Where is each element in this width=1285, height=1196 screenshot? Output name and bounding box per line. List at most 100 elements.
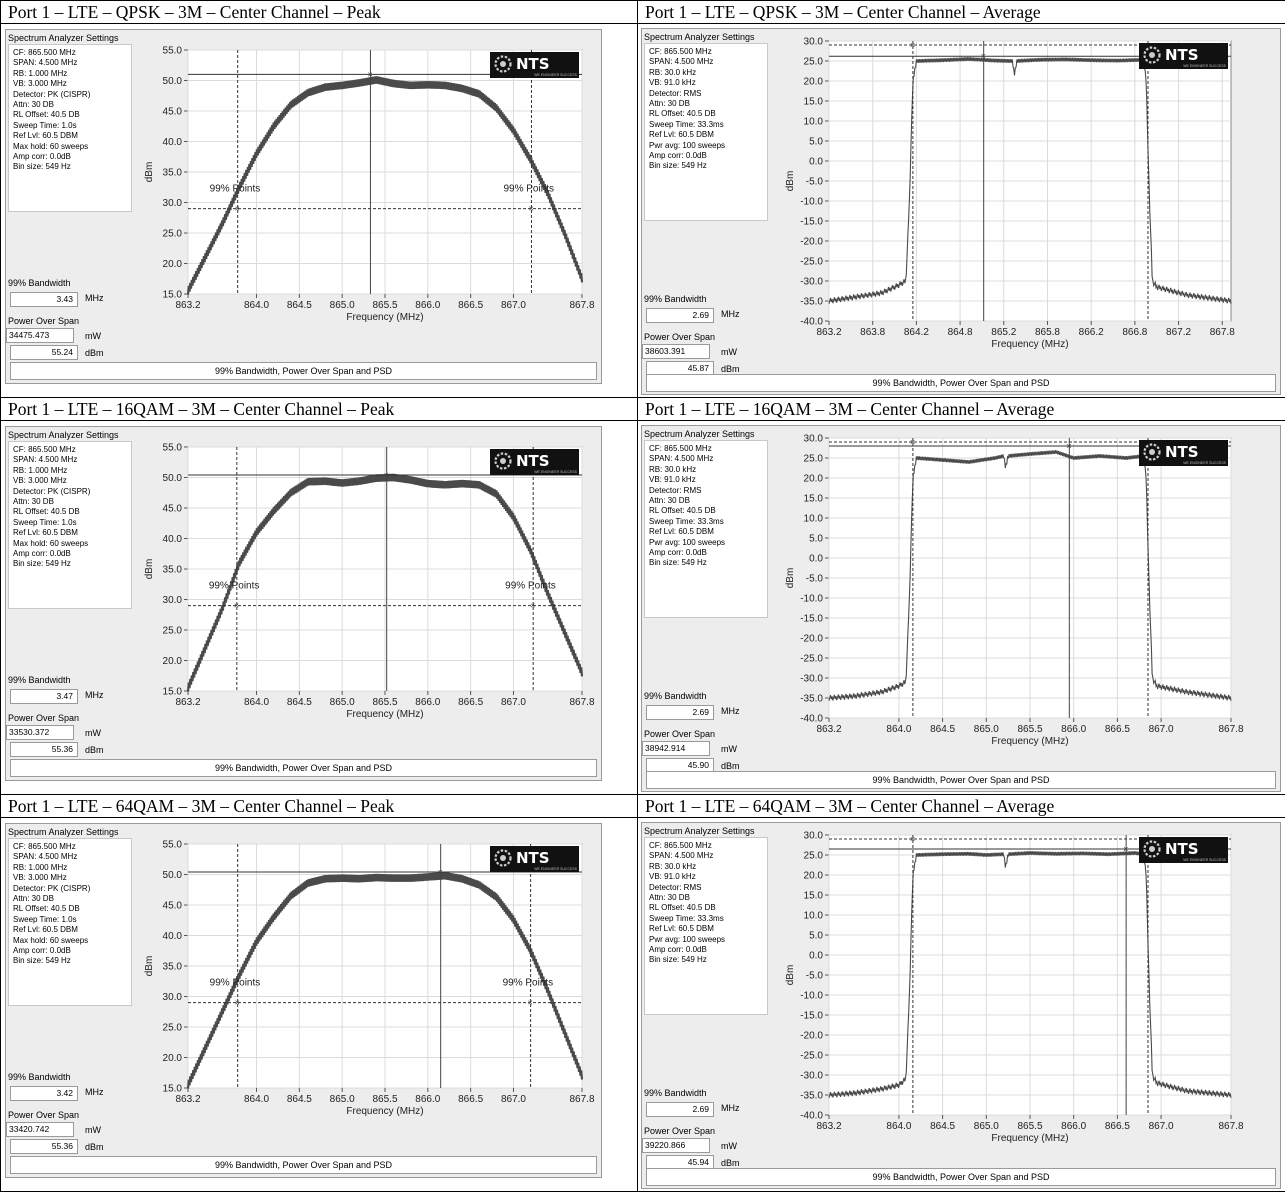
settings-line: VB: 91.0 kHz <box>649 475 696 485</box>
settings-line: Attn: 30 DB <box>649 496 690 506</box>
settings-line: Bin size: 549 Hz <box>13 162 71 172</box>
spectrum-trace <box>828 851 1232 1098</box>
settings-line: Sweep Time: 33.3ms <box>649 516 724 526</box>
x-tick-label: 866.0 <box>1061 1121 1086 1132</box>
power-mw-unit: mW <box>85 728 101 738</box>
panel-title: Port 1 – LTE – QPSK – 3M – Center Channe… <box>0 0 638 24</box>
settings-line: SPAN: 4.500 MHz <box>649 454 714 464</box>
panel-cell: Spectrum Analyzer Settings CF: 865.500 MH… <box>0 23 638 398</box>
x-tick-label: 866.5 <box>1105 1121 1130 1132</box>
settings-line: RL Offset: 40.5 DB <box>649 903 716 913</box>
spectrum-chart: -40.0 -35.0 -30.0 -25.0 -20.0 -15.0 -10.0 -5.0 0… <box>785 831 1244 1145</box>
settings-line: Attn: 30 DB <box>649 893 690 903</box>
settings-list: CF: 865.500 MHz SPAN: 4.500 MHz RB: 30.0 k… <box>644 440 768 618</box>
y-tick-label: 40.0 <box>163 137 183 148</box>
spectrum-chart: -40.0 -35.0 -30.0 -25.0 -20.0 -15.0 -10.0 -5.0 0… <box>785 37 1235 351</box>
y-axis-label: dBm <box>785 965 796 986</box>
bandwidth-value: 2.69 <box>646 705 714 720</box>
panel-cell: Spectrum Analyzer Settings CF: 865.500 MH… <box>637 23 1285 398</box>
settings-line: Attn: 30 DB <box>649 99 690 109</box>
y-tick-label: -40.0 <box>800 714 823 725</box>
settings-line: Pwr avg: 100 sweeps <box>649 934 726 944</box>
bandwidth-unit: MHz <box>85 293 104 303</box>
y-tick-label: -30.0 <box>800 277 823 288</box>
bandwidth-unit: MHz <box>85 690 104 700</box>
settings-line: VB: 3.000 MHz <box>13 476 67 486</box>
settings-title: Spectrum Analyzer Settings <box>8 827 119 837</box>
power-mw-unit: mW <box>85 331 101 341</box>
settings-line: RB: 1.000 MHz <box>13 465 68 475</box>
x-tick-label: 863.2 <box>175 697 200 708</box>
power-mw-value: 34475.473 <box>6 328 74 343</box>
x-tick-label: 867.0 <box>501 697 526 708</box>
settings-line: RB: 30.0 kHz <box>649 67 697 77</box>
footer-label: 99% Bandwidth, Power Over Span and PSD <box>10 362 597 380</box>
spectrum-trace <box>186 871 584 1089</box>
x-tick-label: 865.0 <box>330 300 355 311</box>
x-tick-label: 864.5 <box>287 1094 312 1105</box>
x-axis-label: Frequency (MHz) <box>991 736 1068 747</box>
analyzer-frame: Spectrum Analyzer Settings CF: 865.500 MH… <box>5 823 602 1178</box>
settings-line: SPAN: 4.500 MHz <box>13 455 78 465</box>
settings-line: Bin size: 549 Hz <box>649 558 707 568</box>
logo-text: NTS <box>516 55 550 73</box>
analyzer-frame: Spectrum Analyzer Settings CF: 865.500 MH… <box>641 425 1281 792</box>
y-tick-label: 30.0 <box>163 992 183 1003</box>
analyzer-frame: Spectrum Analyzer Settings CF: 865.500 MH… <box>641 822 1281 1189</box>
bandwidth-value: 2.69 <box>646 308 714 323</box>
y-tick-label: 25.0 <box>163 1023 183 1034</box>
y-tick-label: -5.0 <box>806 177 824 188</box>
footer-label: 99% Bandwidth, Power Over Span and PSD <box>10 759 597 777</box>
spectrum-trace <box>828 57 1232 304</box>
y-tick-label: 0.0 <box>809 157 823 168</box>
x-tick-label: 865.5 <box>1017 724 1042 735</box>
x-tick-label: 866.2 <box>1079 327 1104 338</box>
settings-line: RB: 30.0 kHz <box>649 464 697 474</box>
y-tick-label: 35.0 <box>163 565 183 576</box>
footer-label: 99% Bandwidth, Power Over Span and PSD <box>10 1156 597 1174</box>
y-tick-label: 10.0 <box>804 514 824 525</box>
x-tick-label: 865.8 <box>1035 327 1060 338</box>
x-tick-label: 865.5 <box>1017 1121 1042 1132</box>
x-tick-label: 867.0 <box>501 1094 526 1105</box>
analyzer-frame: Spectrum Analyzer Settings CF: 865.500 MH… <box>5 29 602 384</box>
y-tick-label: -35.0 <box>800 297 823 308</box>
x-tick-label: 865.0 <box>974 724 999 735</box>
y-tick-label: 5.0 <box>809 137 823 148</box>
y-tick-label: -25.0 <box>800 257 823 268</box>
y-tick-label: -10.0 <box>800 991 823 1002</box>
settings-line: Ref Lvl: 60.5 DBM <box>13 925 78 935</box>
x-tick-label: 867.2 <box>1166 327 1191 338</box>
settings-line: Bin size: 549 Hz <box>13 956 71 966</box>
y-axis-label: dBm <box>144 559 155 580</box>
spectrum-chart: 15.0 20.0 25.0 30.0 35.0 40.0 45.0 50.0 55.0 863.… <box>144 840 595 1118</box>
power-dbm-unit: dBm <box>721 761 740 771</box>
settings-line: VB: 3.000 MHz <box>13 79 67 89</box>
power-dbm-value: 55.36 <box>10 1139 78 1154</box>
settings-line: Detector: RMS <box>649 882 702 892</box>
power-mw-unit: mW <box>85 1125 101 1135</box>
y-tick-label: 45.0 <box>163 504 183 515</box>
footer-label: 99% Bandwidth, Power Over Span and PSD <box>646 771 1276 789</box>
analyzer-panel: Spectrum Analyzer Settings CF: 865.500 MH… <box>1 421 637 794</box>
power-label: Power Over Span <box>644 729 716 739</box>
bandwidth-label: 99% Bandwidth <box>644 691 707 701</box>
power-mw-value: 33530.372 <box>6 725 74 740</box>
marker-cross: × <box>981 51 986 61</box>
gear-icon <box>494 452 512 470</box>
settings-title: Spectrum Analyzer Settings <box>644 429 755 439</box>
settings-line: Amp corr: 0.0dB <box>649 548 707 558</box>
y-tick-label: 25.0 <box>804 454 824 465</box>
obw-cross: × <box>530 601 535 611</box>
gear-hub <box>1149 846 1155 852</box>
panel-cell: Spectrum Analyzer Settings CF: 865.500 MH… <box>637 420 1285 795</box>
panel-cell: Spectrum Analyzer Settings CF: 865.500 MH… <box>637 817 1285 1192</box>
x-tick-label: 867.0 <box>501 300 526 311</box>
settings-line: Bin size: 549 Hz <box>13 559 71 569</box>
marker-cross: × <box>438 867 443 877</box>
x-tick-label: 864.5 <box>287 697 312 708</box>
x-tick-label: 866.0 <box>415 1094 440 1105</box>
settings-line: CF: 865.500 MHz <box>649 47 712 56</box>
y-tick-label: 15.0 <box>804 494 824 505</box>
